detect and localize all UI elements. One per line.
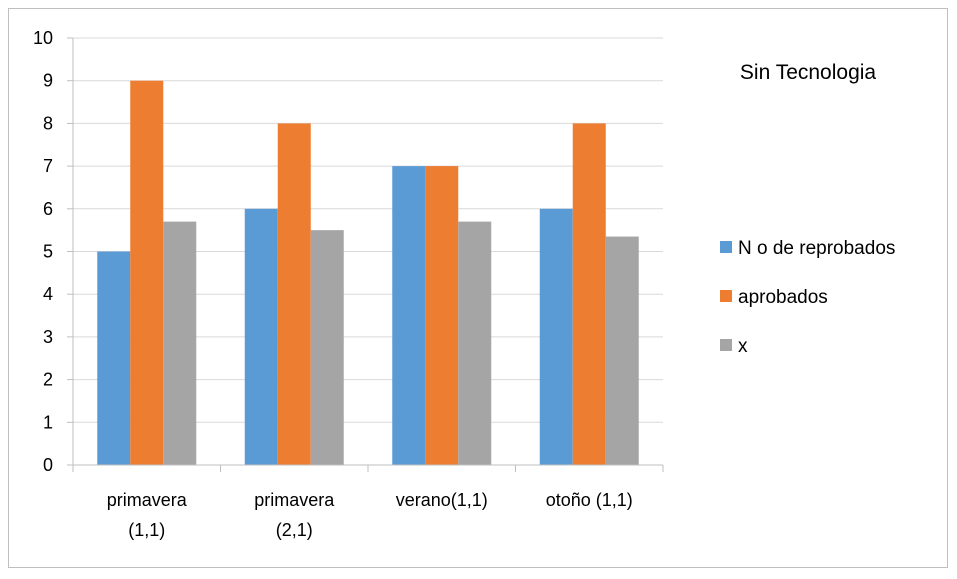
legend-swatch (720, 241, 732, 253)
bar-n-o-de-reprobados-1 (244, 208, 278, 466)
x-category-label: (2,1) (276, 520, 313, 540)
legend-label: x (738, 336, 748, 357)
x-category-label: verano(1,1) (396, 490, 488, 510)
bar-aprobados-2 (425, 166, 459, 465)
bar-n-o-de-reprobados-3 (539, 208, 573, 466)
legend-label: N o de reprobados (738, 238, 895, 259)
legend-label: aprobados (738, 287, 828, 308)
bar-aprobados-3 (572, 123, 606, 466)
chart-title: Sin Tecnologia (740, 61, 877, 84)
x-axis: primavera (1,1) primavera (2,1) verano(1,1) o… (72, 464, 664, 540)
bar-x-0 (163, 221, 197, 465)
bar-x-1 (310, 230, 344, 465)
bar-aprobados-0 (130, 80, 164, 465)
y-tick-label: 8 (43, 113, 53, 133)
y-tick-label: 1 (43, 412, 53, 432)
legend-swatch (720, 339, 732, 351)
y-tick-label: 6 (43, 199, 53, 219)
bar-aprobados-1 (277, 123, 311, 466)
y-tick-label: 10 (33, 28, 53, 48)
y-axis: 0 1 2 3 4 5 6 7 8 9 10 (33, 28, 74, 475)
x-category-label: primavera (254, 490, 335, 510)
y-tick-label: 0 (43, 455, 53, 475)
bar-n-o-de-reprobados-2 (392, 166, 426, 465)
x-category-label: otoño (1,1) (546, 490, 633, 510)
x-category-label: (1,1) (128, 520, 165, 540)
x-category-label: primavera (107, 490, 188, 510)
y-tick-label: 7 (43, 156, 53, 176)
y-tick-label: 4 (43, 284, 53, 304)
y-tick-label: 5 (43, 242, 53, 262)
bar-x-3 (605, 236, 639, 465)
y-tick-label: 9 (43, 71, 53, 91)
y-tick-label: 3 (43, 327, 53, 347)
bar-n-o-de-reprobados-0 (97, 251, 131, 465)
bar-x-2 (458, 221, 492, 465)
legend-swatch (720, 290, 732, 302)
legend: N o de reprobados aprobados x (720, 238, 895, 357)
y-tick-label: 2 (43, 370, 53, 390)
bars (97, 80, 639, 466)
